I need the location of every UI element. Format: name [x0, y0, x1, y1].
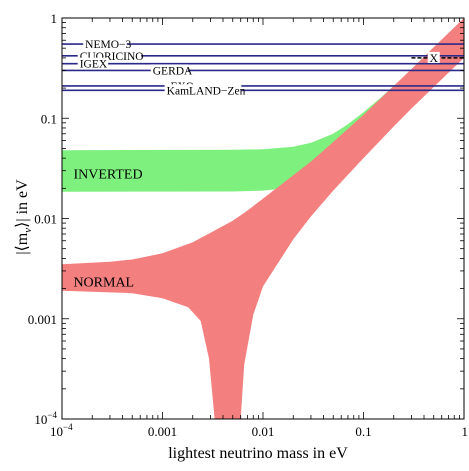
band-label-inverted: INVERTED [73, 168, 142, 183]
ticks-layer [61, 18, 464, 420]
y-axis-title-suffix: ⟩| in eV [14, 179, 31, 228]
y-axis-title-sub: ν [22, 228, 34, 233]
y-tick-label: 0.01 [34, 212, 57, 227]
limit-label-bg-kamland-zen [164, 84, 242, 96]
x-tick-label: 10−4 [50, 422, 73, 439]
x-tick-label: 0.01 [252, 424, 275, 439]
limit-label-bg-cuoricino [77, 49, 142, 61]
limit-label-nemo-3: NEMO−3 [85, 39, 131, 51]
limit-label-bg-igex [77, 57, 109, 69]
limit-label-bg-nemo-3 [83, 38, 127, 50]
limit-label-bg-gerda [150, 64, 188, 76]
marker-label: X [430, 53, 439, 65]
band-normal [62, 18, 464, 419]
limit-label-gerda: GERDA [153, 65, 193, 77]
y-tick-label: 0.001 [28, 312, 57, 327]
y-tick-label: 10−4 [34, 410, 57, 427]
band-label-normal: NORMAL [73, 275, 134, 290]
bands-layer [62, 18, 464, 419]
y-axis-title: |⟨mν⟩| in eV [14, 179, 34, 255]
labels-layer: INVERTED NORMAL 10−4 0.001 0.01 0.1 1 10−4 0.001… [28, 11, 468, 439]
x-axis-title: lightest neutrino mass in eV [168, 445, 348, 462]
y-axis-title-prefix: |⟨m [14, 232, 31, 254]
x-tick-label: 1 [462, 424, 469, 439]
limit-label-kamland-zen: KamLAND−Zen [167, 85, 246, 97]
x-tick-label: 0.1 [355, 424, 371, 439]
x-tick-label: 0.001 [148, 424, 177, 439]
limit-label-igex: IGEX [80, 59, 108, 71]
y-tick-label: 1 [51, 11, 58, 26]
y-tick-label: 0.1 [41, 111, 57, 126]
marker-label-bg [427, 51, 440, 63]
